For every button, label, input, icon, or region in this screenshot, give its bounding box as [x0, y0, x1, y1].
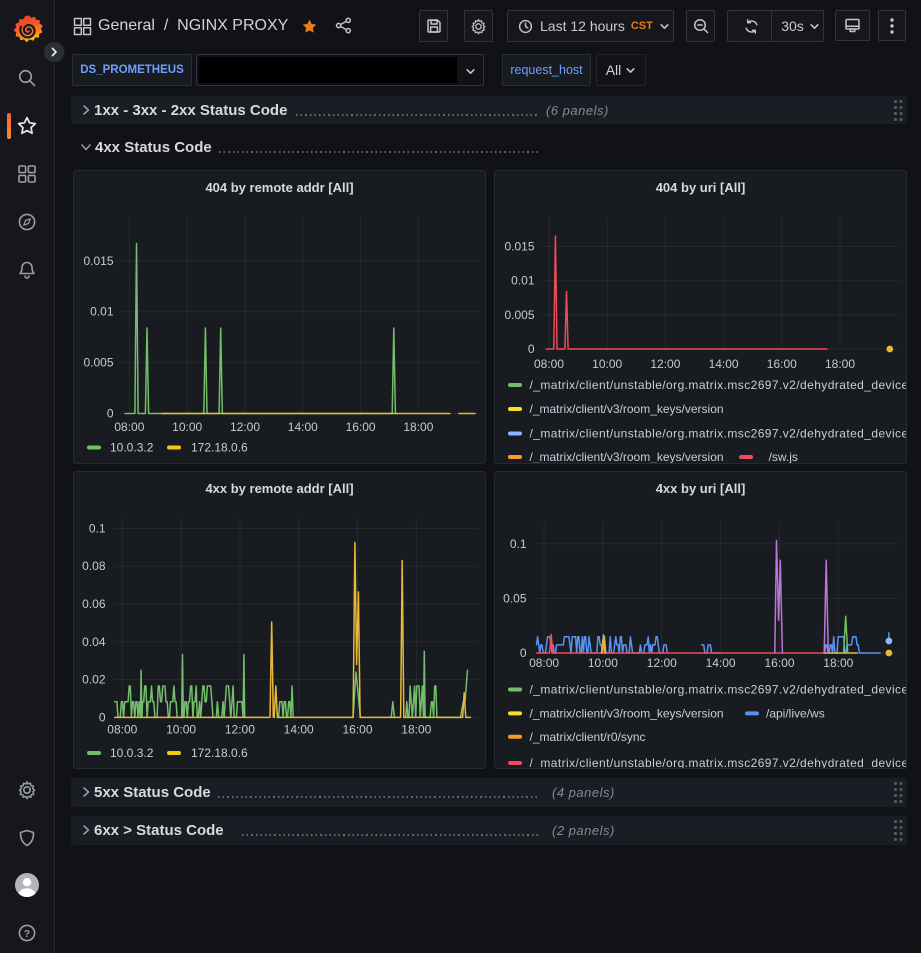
svg-text:16:00: 16:00: [767, 357, 797, 371]
svg-text:0.04: 0.04: [82, 635, 106, 649]
svg-text:/_matrix/client/unstable/org.m: /_matrix/client/unstable/org.matrix.msc2…: [530, 756, 908, 769]
svg-text:?: ?: [24, 928, 30, 940]
svg-text:/_matrix/client/v3/room_keys/v: /_matrix/client/v3/room_keys/version: [530, 707, 724, 721]
svg-text:12:00: 12:00: [225, 723, 255, 737]
svg-text:10.0.3.2: 10.0.3.2: [110, 441, 154, 455]
svg-text:10:00: 10:00: [172, 420, 202, 434]
svg-text:0.015: 0.015: [83, 254, 113, 268]
svg-text:16:00: 16:00: [346, 420, 376, 434]
svg-text:14:00: 14:00: [709, 357, 739, 371]
svg-text:0.015: 0.015: [504, 239, 534, 253]
svg-text:/_matrix/client/r0/sync: /_matrix/client/r0/sync: [530, 730, 646, 744]
svg-text:0.1: 0.1: [89, 521, 106, 535]
svg-text:0: 0: [107, 407, 114, 421]
svg-text:/_matrix/client/unstable/org.m: /_matrix/client/unstable/org.matrix.msc2…: [530, 427, 908, 441]
svg-text:10:00: 10:00: [588, 656, 618, 670]
svg-text:08:00: 08:00: [114, 420, 144, 434]
svg-text:08:00: 08:00: [107, 723, 137, 737]
svg-text:/_matrix/client/v3/room_keys/v: /_matrix/client/v3/room_keys/version: [530, 402, 724, 416]
svg-text:16:00: 16:00: [764, 656, 794, 670]
svg-text:18:00: 18:00: [825, 357, 855, 371]
svg-text:0.08: 0.08: [82, 559, 106, 573]
svg-text:10:00: 10:00: [166, 723, 196, 737]
svg-text:0: 0: [520, 646, 527, 660]
svg-text:/api/live/ws: /api/live/ws: [766, 707, 825, 721]
svg-text:18:00: 18:00: [401, 723, 431, 737]
svg-text:10.0.3.2: 10.0.3.2: [110, 746, 154, 760]
svg-text:0: 0: [99, 710, 106, 724]
svg-text:0.01: 0.01: [511, 274, 535, 288]
svg-text:0: 0: [528, 342, 535, 356]
svg-text:0.05: 0.05: [503, 591, 527, 605]
svg-text:172.18.0.6: 172.18.0.6: [191, 746, 248, 760]
svg-text:08:00: 08:00: [534, 357, 564, 371]
svg-text:/_matrix/client/unstable/org.m: /_matrix/client/unstable/org.matrix.msc2…: [530, 378, 908, 392]
svg-text:10:00: 10:00: [592, 357, 622, 371]
svg-text:12:00: 12:00: [647, 656, 677, 670]
svg-text:/_matrix/client/unstable/org.m: /_matrix/client/unstable/org.matrix.msc2…: [530, 683, 908, 697]
svg-text:16:00: 16:00: [342, 723, 372, 737]
svg-text:12:00: 12:00: [650, 357, 680, 371]
svg-text:14:00: 14:00: [284, 723, 314, 737]
svg-text:18:00: 18:00: [403, 420, 433, 434]
svg-text:14:00: 14:00: [706, 656, 736, 670]
svg-text:18:00: 18:00: [823, 656, 853, 670]
svg-text:0.005: 0.005: [83, 356, 113, 370]
svg-text:172.18.0.6: 172.18.0.6: [191, 441, 248, 455]
svg-text:/sw.js: /sw.js: [769, 450, 798, 464]
svg-text:0.005: 0.005: [504, 308, 534, 322]
svg-text:0.01: 0.01: [90, 305, 114, 319]
svg-text:12:00: 12:00: [230, 420, 260, 434]
svg-text:14:00: 14:00: [288, 420, 318, 434]
svg-text:0.1: 0.1: [510, 537, 527, 551]
svg-text:0.06: 0.06: [82, 597, 106, 611]
svg-text:08:00: 08:00: [529, 656, 559, 670]
svg-text:0.02: 0.02: [82, 673, 106, 687]
svg-text:/_matrix/client/v3/room_keys/v: /_matrix/client/v3/room_keys/version: [530, 450, 724, 464]
